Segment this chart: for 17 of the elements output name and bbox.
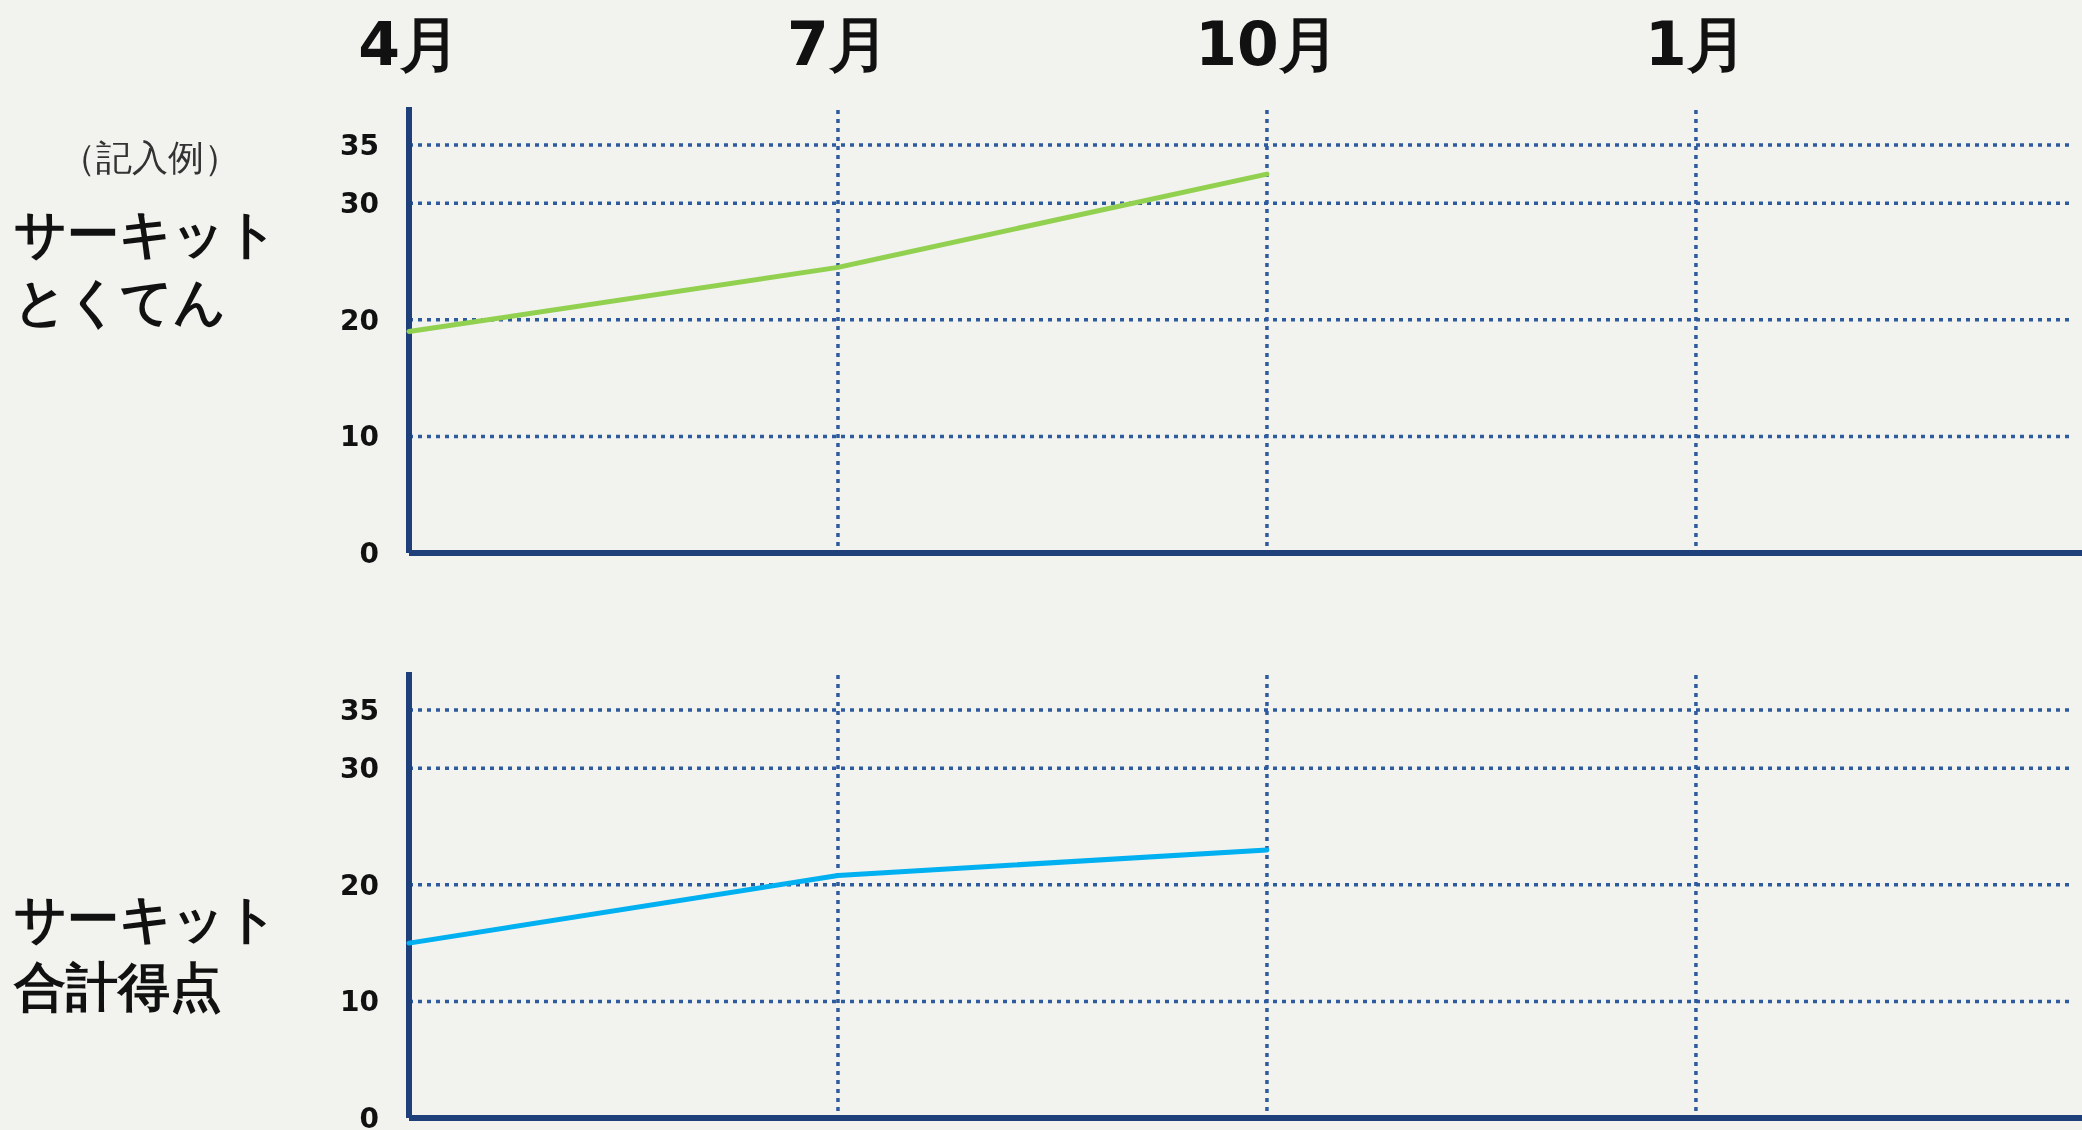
y-tick-label: 20	[340, 868, 379, 902]
x-tick-label: 1月	[1645, 9, 1747, 79]
y-axis-title: サーキットとくてん	[14, 203, 278, 332]
y-tick-label: 20	[340, 303, 379, 337]
y-tick-label: 35	[340, 128, 379, 162]
y-tick-label: 30	[340, 187, 379, 221]
x-tick-label: 7月	[787, 9, 889, 79]
y-tick-label: 10	[340, 985, 379, 1019]
y-tick-label: 30	[340, 752, 379, 786]
text: （記入例）	[60, 137, 240, 178]
y-tick-label: 35	[340, 693, 379, 727]
y-axis-title: サーキット合計得点	[13, 888, 278, 1017]
x-tick-label: 4月	[358, 9, 460, 79]
y-tick-label: 0	[359, 1102, 379, 1130]
y-tick-label: 0	[359, 537, 379, 570]
x-tick-label: 10月	[1195, 9, 1339, 79]
y-tick-label: 10	[340, 420, 379, 454]
